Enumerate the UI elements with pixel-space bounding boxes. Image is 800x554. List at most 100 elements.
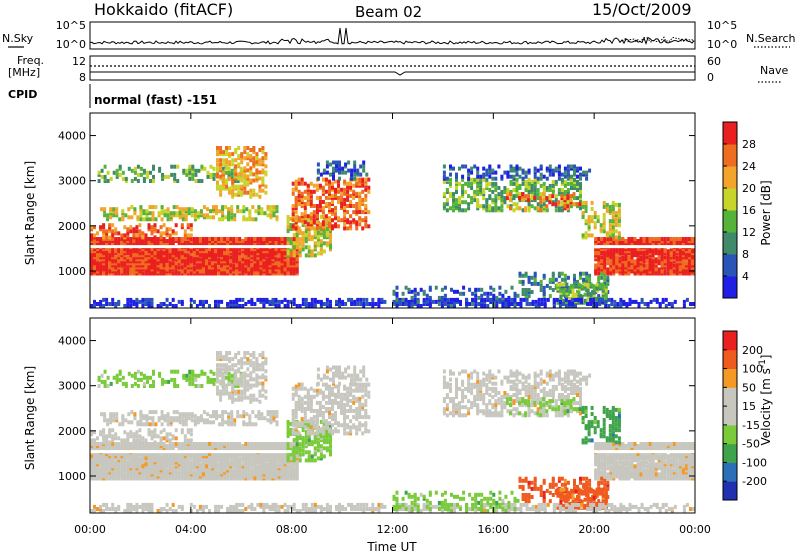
velocity-cell: [117, 442, 121, 446]
power-cell: [231, 188, 235, 193]
velocity-cell: [171, 468, 175, 473]
power-cell: [453, 302, 456, 306]
power-cell: [531, 299, 535, 304]
power-cell: [176, 179, 180, 183]
power-cell: [234, 150, 238, 155]
power-cell: [292, 297, 296, 302]
power-cell: [645, 263, 649, 268]
power-cell: [102, 269, 106, 274]
power-cell: [364, 177, 368, 182]
velocity-cell: [144, 448, 148, 453]
power-cell: [527, 194, 531, 199]
power-cell: [154, 217, 158, 222]
power-cell: [93, 253, 96, 258]
power-cell: [180, 243, 184, 248]
power-cell: [111, 249, 115, 254]
power-cell: [261, 160, 265, 165]
velocity-cell: [189, 442, 193, 446]
power-cell: [568, 286, 572, 291]
power-cell: [103, 179, 107, 183]
power-cell: [186, 249, 190, 254]
power-cell: [255, 168, 259, 173]
velocity-cell: [108, 448, 112, 453]
power-cell: [355, 226, 359, 231]
power-cell: [459, 302, 462, 306]
power-cell: [367, 177, 371, 182]
power-cell: [132, 249, 136, 254]
power-cell: [265, 253, 269, 258]
power-cell: [380, 297, 384, 302]
power-cell: [335, 160, 338, 165]
power-cell: [509, 192, 512, 197]
power-cell: [190, 207, 194, 212]
power-cell: [126, 255, 130, 260]
power-cell: [628, 302, 632, 306]
power-cell: [563, 192, 567, 197]
power-cell: [217, 299, 221, 304]
power-cell: [206, 213, 209, 218]
power-cell: [537, 302, 541, 306]
power-cell: [297, 177, 301, 182]
velocity-cell: [171, 454, 175, 459]
power-cell: [250, 255, 254, 260]
velocity-cell: [135, 448, 139, 453]
velocity-cell: [126, 474, 130, 479]
power-cell: [355, 191, 359, 196]
power-cell: [545, 186, 549, 190]
power-cell: [407, 299, 411, 304]
power-cell: [355, 206, 359, 210]
power-cell: [521, 192, 525, 197]
velocity-cell: [105, 468, 109, 473]
power-cell: [624, 243, 628, 248]
power-cell: [608, 231, 612, 236]
power-cell: [687, 255, 691, 260]
power-cell: [571, 297, 574, 302]
power-cell: [177, 269, 181, 274]
power-cell: [246, 152, 250, 157]
power-cell: [325, 235, 329, 240]
power-cell: [228, 186, 232, 191]
power-cell: [231, 158, 235, 163]
power-cell: [304, 302, 308, 306]
power-cell: [473, 164, 477, 169]
power-cell: [398, 302, 402, 306]
velocity-cell: [198, 474, 202, 479]
power-cell: [295, 229, 299, 234]
power-cell: [618, 269, 622, 274]
power-cell: [669, 237, 673, 241]
power-cell: [194, 179, 198, 183]
power-cell: [611, 221, 615, 226]
power-cell: [301, 220, 305, 225]
power-cell: [545, 208, 549, 213]
power-cell: [177, 243, 181, 248]
power-cell: [124, 176, 128, 181]
power-cell: [536, 196, 540, 201]
power-cell: [173, 179, 177, 183]
power-cell: [533, 166, 537, 171]
velocity-cell: [105, 474, 109, 479]
power-cell: [168, 233, 172, 238]
power-cell: [108, 223, 112, 228]
power-cell: [216, 166, 219, 171]
power-cell: [355, 210, 359, 215]
power-cell: [516, 302, 520, 306]
power-cell: [566, 206, 570, 211]
power-cell: [238, 251, 242, 256]
power-cell: [165, 249, 169, 254]
power-cell: [627, 243, 631, 248]
power-cell: [211, 269, 214, 274]
power-cell: [500, 190, 504, 194]
power-cell: [329, 235, 332, 240]
power-cell: [93, 225, 96, 230]
power-cell: [90, 249, 93, 254]
power-cell: [292, 302, 296, 306]
power-cell: [156, 263, 160, 268]
power-cell: [256, 249, 260, 254]
power-cell: [503, 196, 507, 201]
power-cell: [579, 206, 582, 211]
power-cell: [446, 297, 450, 302]
power-cell: [645, 243, 649, 248]
power-cell: [352, 189, 356, 194]
power-cell: [159, 302, 163, 306]
